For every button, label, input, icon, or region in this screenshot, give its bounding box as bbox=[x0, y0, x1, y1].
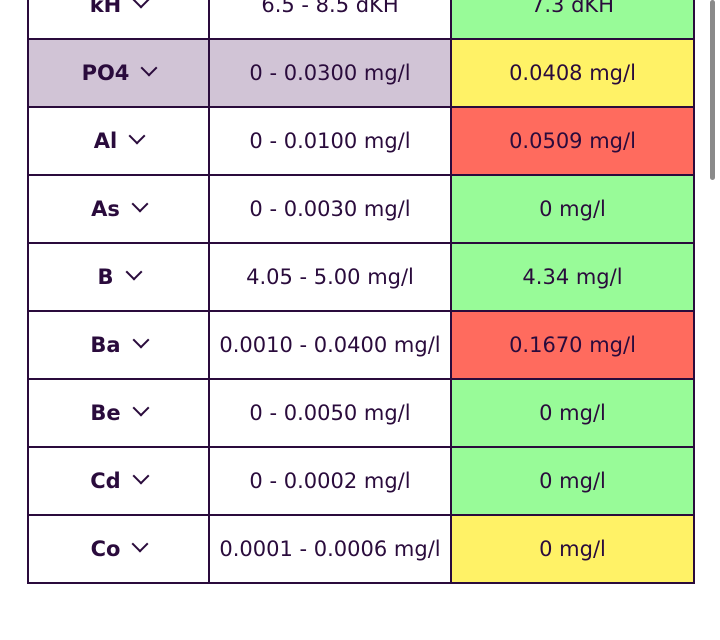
measured-value: 0.0408 mg/l bbox=[450, 38, 695, 108]
parameter-name-cell[interactable]: Be bbox=[27, 378, 210, 448]
parameter-name: Ba bbox=[90, 333, 121, 357]
parameter-name-cell[interactable]: PO4 bbox=[27, 38, 210, 108]
parameter-name: kH bbox=[89, 0, 122, 17]
parameter-name: Be bbox=[90, 401, 121, 425]
parameter-name-cell[interactable]: Ba bbox=[27, 310, 210, 380]
target-range: 4.05 - 5.00 mg/l bbox=[208, 242, 452, 312]
target-range: 0.0010 - 0.0400 mg/l bbox=[208, 310, 452, 380]
table-row[interactable]: kH 6.5 - 8.5 dKH 7.3 dKH bbox=[27, 0, 695, 40]
scrollbar[interactable] bbox=[710, 0, 715, 180]
table-row[interactable]: Co 0.0001 - 0.0006 mg/l 0 mg/l bbox=[27, 514, 695, 584]
target-range: 0.0001 - 0.0006 mg/l bbox=[208, 514, 452, 584]
chevron-down-icon[interactable] bbox=[132, 0, 150, 9]
target-range: 0 - 0.0300 mg/l bbox=[208, 38, 452, 108]
target-range: 0 - 0.0100 mg/l bbox=[208, 106, 452, 176]
parameter-name-cell[interactable]: As bbox=[27, 174, 210, 244]
chevron-down-icon[interactable] bbox=[131, 195, 149, 213]
table-row[interactable]: Al 0 - 0.0100 mg/l 0.0509 mg/l bbox=[27, 106, 695, 176]
parameter-name: Al bbox=[93, 129, 118, 153]
measured-value: 0 mg/l bbox=[450, 514, 695, 584]
chevron-down-icon[interactable] bbox=[132, 331, 150, 349]
measured-value: 0.0509 mg/l bbox=[450, 106, 695, 176]
measured-value: 7.3 dKH bbox=[450, 0, 695, 40]
chevron-down-icon[interactable] bbox=[128, 127, 146, 145]
table-row[interactable]: As 0 - 0.0030 mg/l 0 mg/l bbox=[27, 174, 695, 244]
parameter-table: kH 6.5 - 8.5 dKH 7.3 dKH PO4 0 - 0.0300 m… bbox=[27, 0, 695, 584]
measured-value: 0.1670 mg/l bbox=[450, 310, 695, 380]
target-range: 0 - 0.0030 mg/l bbox=[208, 174, 452, 244]
table-row[interactable]: Cd 0 - 0.0002 mg/l 0 mg/l bbox=[27, 446, 695, 516]
chevron-down-icon[interactable] bbox=[140, 59, 158, 77]
table-row[interactable]: B 4.05 - 5.00 mg/l 4.34 mg/l bbox=[27, 242, 695, 312]
parameter-name-cell[interactable]: Cd bbox=[27, 446, 210, 516]
parameter-name-cell[interactable]: kH bbox=[27, 0, 210, 40]
table-row[interactable]: Be 0 - 0.0050 mg/l 0 mg/l bbox=[27, 378, 695, 448]
parameter-name: As bbox=[91, 197, 120, 221]
measured-value: 0 mg/l bbox=[450, 446, 695, 516]
target-range: 0 - 0.0050 mg/l bbox=[208, 378, 452, 448]
chevron-down-icon[interactable] bbox=[132, 399, 150, 417]
target-range: 0 - 0.0002 mg/l bbox=[208, 446, 452, 516]
parameter-name-cell[interactable]: Co bbox=[27, 514, 210, 584]
parameter-name-cell[interactable]: Al bbox=[27, 106, 210, 176]
measured-value: 0 mg/l bbox=[450, 378, 695, 448]
table-row[interactable]: Ba 0.0010 - 0.0400 mg/l 0.1670 mg/l bbox=[27, 310, 695, 380]
parameter-name: B bbox=[97, 265, 114, 289]
parameter-name: Cd bbox=[90, 469, 121, 493]
parameter-name: Co bbox=[90, 537, 121, 561]
measured-value: 0 mg/l bbox=[450, 174, 695, 244]
chevron-down-icon[interactable] bbox=[131, 535, 149, 553]
parameter-name-cell[interactable]: B bbox=[27, 242, 210, 312]
chevron-down-icon[interactable] bbox=[132, 467, 150, 485]
chevron-down-icon[interactable] bbox=[125, 263, 142, 281]
table-row[interactable]: PO4 0 - 0.0300 mg/l 0.0408 mg/l bbox=[27, 38, 695, 108]
parameter-name: PO4 bbox=[81, 61, 130, 85]
target-range: 6.5 - 8.5 dKH bbox=[208, 0, 452, 40]
measured-value: 4.34 mg/l bbox=[450, 242, 695, 312]
